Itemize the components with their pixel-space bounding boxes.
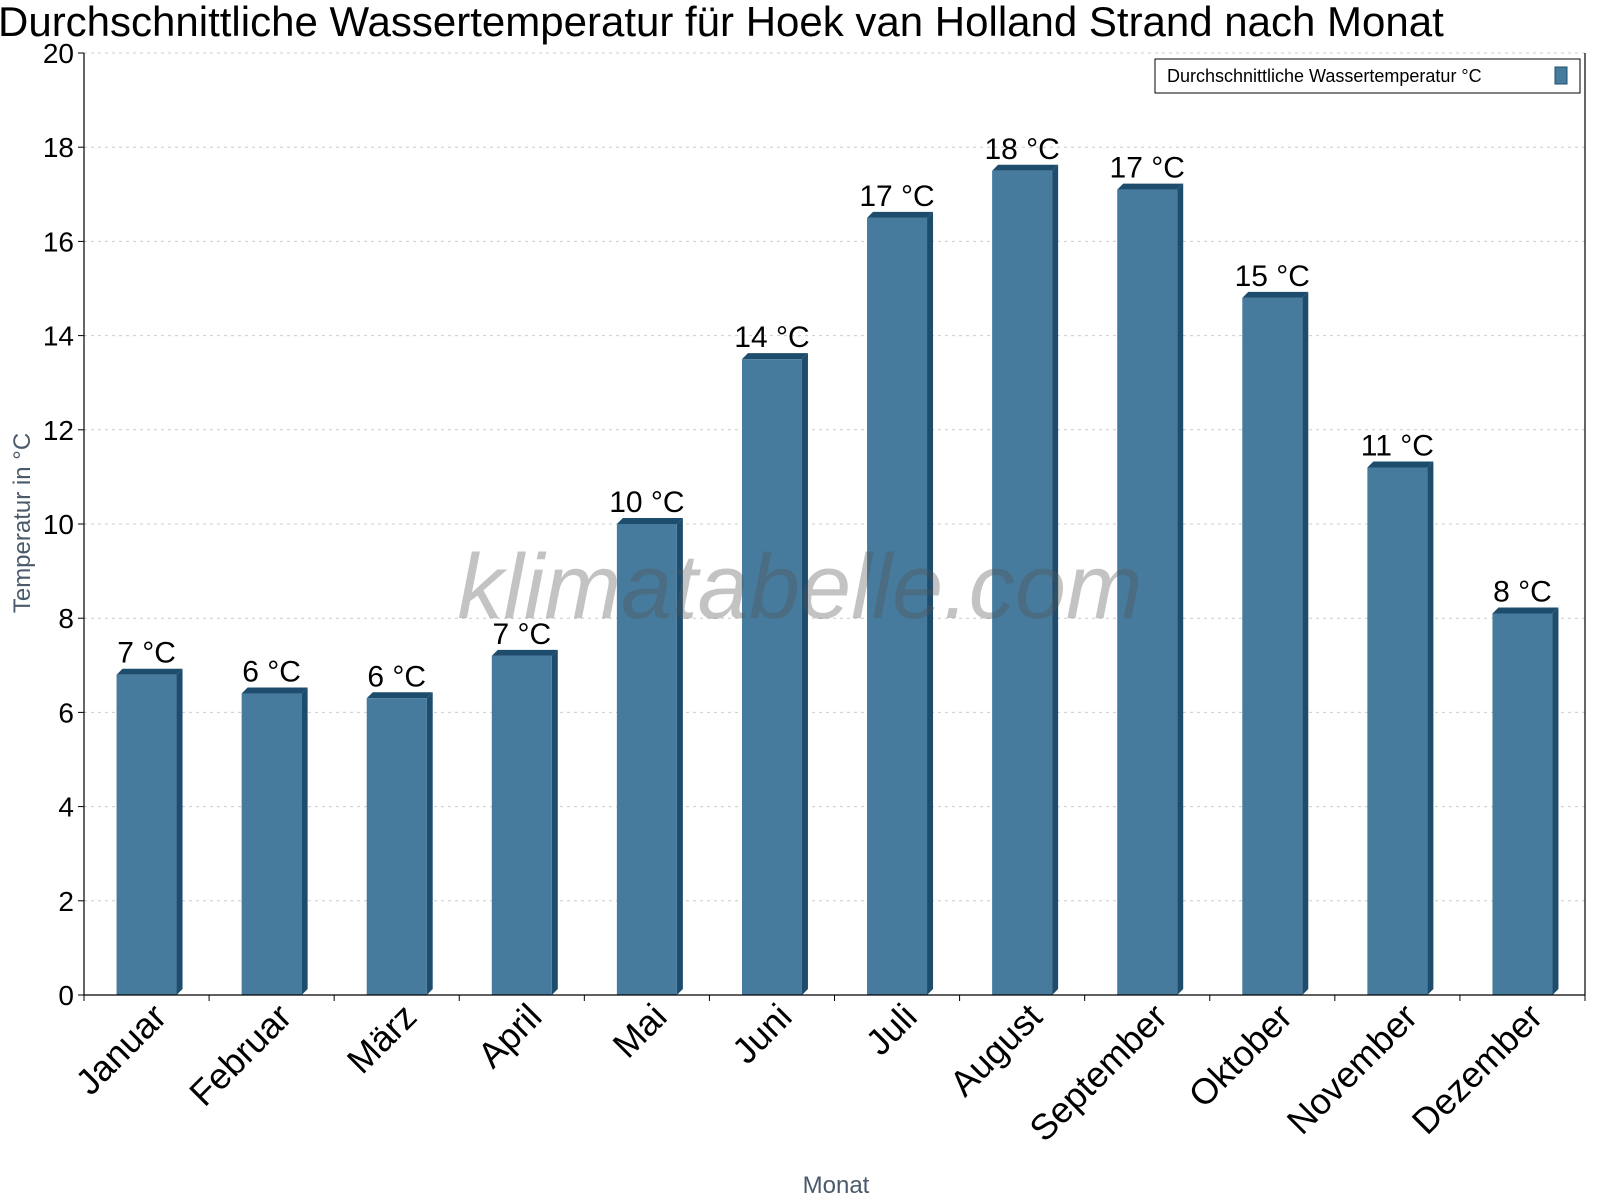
legend-swatch [1554,66,1568,85]
bar [992,164,1059,995]
bar-top [1492,607,1559,614]
bar-top [241,687,308,694]
bar-side [176,668,183,995]
data-label: 15 °C [1235,260,1310,293]
x-tick-label: August [942,996,1050,1104]
x-tick-label: Mai [605,996,675,1066]
bar-side [301,687,308,995]
bar-front [241,693,302,995]
bar-top [867,211,934,218]
bar-side [1052,164,1059,995]
bar-front [867,217,928,996]
x-axis-title: Monat [803,1172,870,1199]
y-tick-label: 4 [58,792,74,823]
y-axis-ticks: 0 2 4 6 8 10 12 14 16 18 20 [43,38,84,1011]
y-axis-title: Temperatur in °C [9,433,36,613]
bar-front [366,698,427,995]
y-tick-label: 18 [43,132,74,163]
bar-top [491,649,558,656]
axes [83,53,1586,996]
y-tick-label: 0 [58,980,74,1011]
y-tick-label: 2 [58,886,74,917]
bar-side [1177,183,1184,996]
x-tick-label: Oktober [1180,996,1300,1116]
bar-top [616,518,683,524]
bar-top [1117,183,1184,190]
y-tick-label: 10 [43,509,74,540]
bar-top [116,668,183,675]
bar-top [366,692,433,699]
bar-front [1492,613,1553,995]
legend: Durchschnittliche Wassertemperatur °C [1154,58,1581,94]
legend-label: Durchschnittliche Wassertemperatur °C [1167,66,1482,86]
bar [366,692,433,995]
data-label: 18 °C [984,133,1059,166]
bar-side [551,649,558,995]
bar-front [116,674,177,995]
bar-front [1242,297,1303,995]
chart-title: Durchschnittliche Wassertemperatur für H… [0,0,1444,45]
y-tick-label: 14 [43,321,74,352]
bars: 7 °C 6 °C 6 °C 7 °C 10 °C 14 °C 17 °C 18 °C 17 °… [116,133,1559,996]
bar [241,687,308,995]
data-label: 7 °C [492,618,551,651]
bar-side [1427,461,1434,996]
data-label: 10 °C [609,486,684,519]
y-tick-label: 12 [43,415,74,446]
bar-side [426,692,433,995]
gridlines [84,52,1585,902]
bar [491,649,558,995]
bar-front [992,170,1053,995]
y-tick-label: 16 [43,226,74,257]
x-tick-label: Januar [67,996,174,1103]
data-label: 14 °C [734,321,809,354]
data-label: 7 °C [117,637,176,670]
x-tick-label: Juni [724,996,800,1072]
bar [741,353,808,995]
data-label: 17 °C [859,180,934,213]
bar-top [1367,461,1434,468]
bar [116,668,183,995]
x-axis-ticks: Januar Februar März April Mai Juni Juli AugustS… [67,995,1586,1150]
bar-front [1367,467,1428,996]
bar-top [992,164,1059,171]
bar [1492,607,1559,995]
bar-side [1552,607,1559,995]
data-label: 17 °C [1110,152,1185,185]
bar-front [741,359,802,995]
bar-front [1117,189,1178,996]
bar [1242,291,1309,995]
x-tick-label: Juli [858,996,925,1063]
data-label: 6 °C [367,660,426,693]
bar [616,518,683,995]
data-label: 8 °C [1493,575,1552,608]
watermark: klimatabelle.com [457,536,1142,638]
y-tick-label: 6 [58,697,74,728]
y-tick-label: 8 [58,603,74,634]
bar-side [676,518,683,995]
bar-top [741,353,808,360]
bar [1117,183,1184,996]
x-tick-label: Dezember [1404,996,1550,1142]
x-tick-label: Februar [181,996,299,1114]
x-tick-label: November [1279,996,1425,1142]
bar [1367,461,1434,996]
x-tick-label: April [470,996,550,1076]
bar-side [1302,291,1309,995]
bar-side [927,211,934,996]
bar-top [1242,291,1309,298]
x-tick-label: September [1021,996,1175,1150]
y-tick-label: 20 [43,38,74,69]
data-label: 6 °C [242,656,301,689]
bar-front [616,524,677,995]
bar-side [801,353,808,995]
x-tick-label: März [339,996,425,1082]
data-label: 11 °C [1361,429,1434,462]
legend-box [1154,58,1581,94]
bar-front [491,655,552,995]
bar [867,211,934,996]
